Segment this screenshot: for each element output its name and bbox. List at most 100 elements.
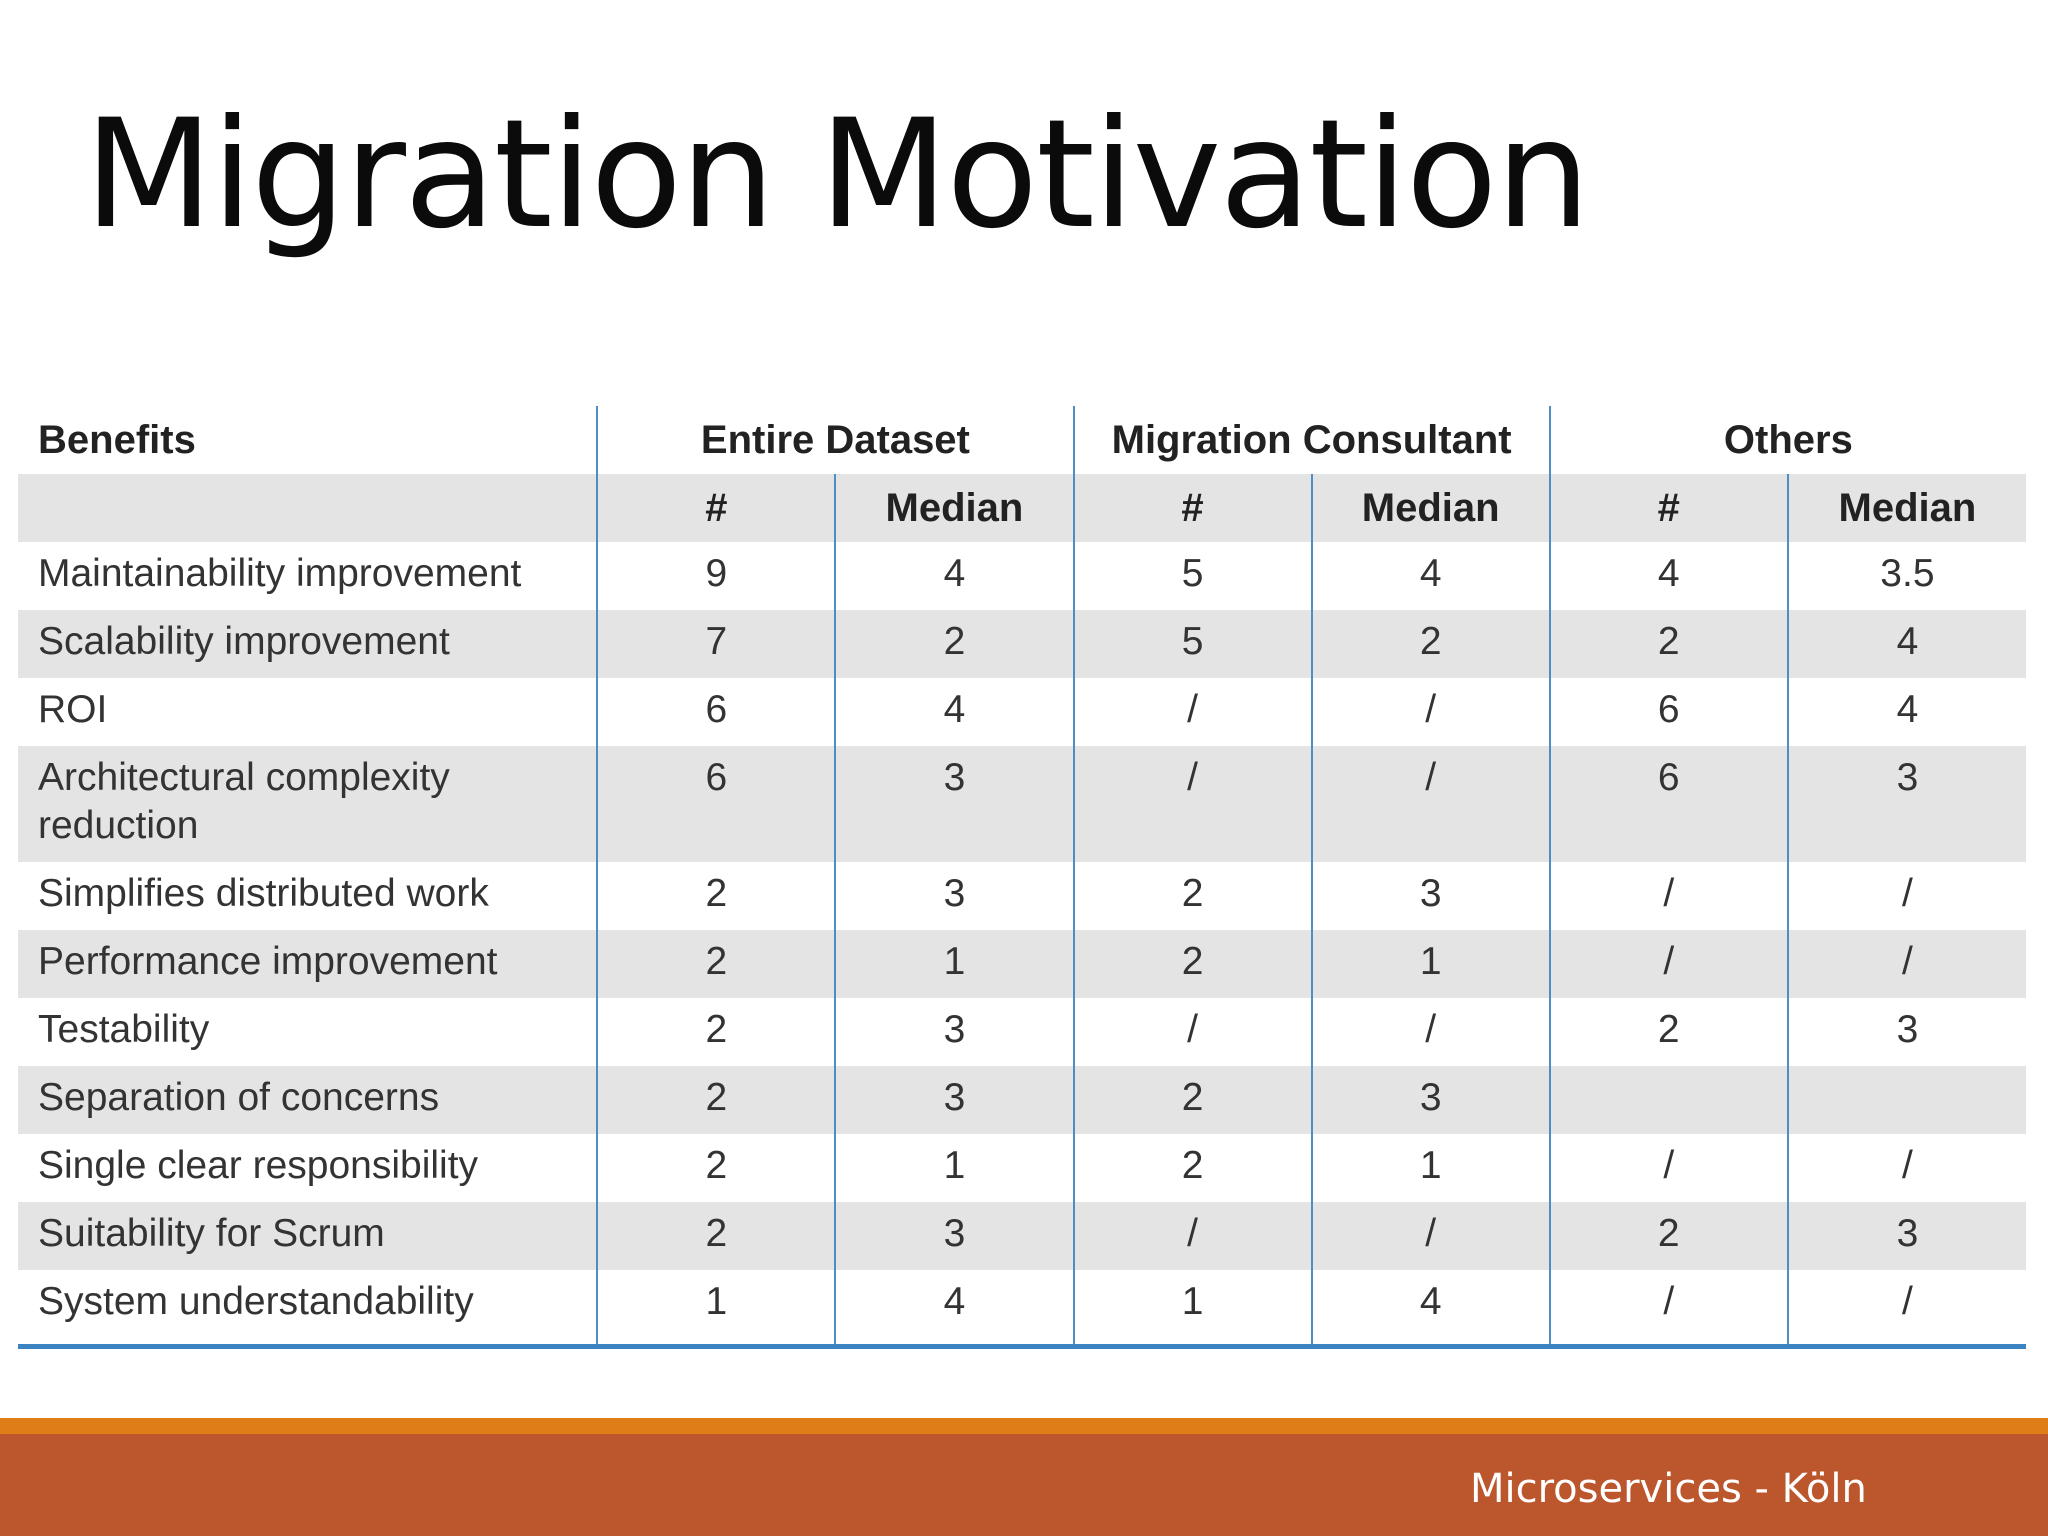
value-cell: 4 [1310,1270,1550,1349]
value-cell: 2 [596,1202,836,1270]
value-cell: 4 [834,1270,1074,1349]
value-cell: 2 [596,1134,836,1202]
value-cell: 7 [596,610,836,678]
value-cell: 2 [1548,610,1788,678]
value-cell: 4 [1548,542,1788,610]
value-cell: / [1072,678,1312,746]
value-cell: 4 [834,678,1074,746]
benefit-cell: Performance improvement [18,930,598,998]
value-cell: 3 [834,998,1074,1066]
value-cell: 2 [596,862,836,930]
table-row: Single clear responsibility 2 1 2 1 / / [18,1134,2026,1202]
footer-bar [0,1434,2048,1536]
value-cell: / [1310,1202,1550,1270]
value-cell: / [1548,1134,1788,1202]
value-cell: 3 [1310,862,1550,930]
benefit-cell: Separation of concerns [18,1066,598,1134]
footer-text: Microservices - Köln [1470,1466,1867,1512]
benefit-cell: Single clear responsibility [38,1144,479,1187]
value-cell: 2 [1310,610,1550,678]
value-cell: / [1548,930,1788,998]
value-cell: / [1548,1270,1788,1349]
value-cell: 6 [1548,746,1788,862]
value-cell: 2 [834,610,1074,678]
table-group-header-row: Benefits Entire Dataset Migration Consul… [18,406,2026,474]
header-entire-dataset: Entire Dataset [596,406,1074,474]
header-migration-consultant: Migration Consultant [1072,406,1550,474]
value-cell: 4 [1786,610,2026,678]
slide-title: Migration Motivation [84,88,1591,262]
benefit-cell: Maintainability improvement [38,552,522,595]
value-cell: 2 [1072,1134,1312,1202]
table-row: ROI 6 4 / / 6 4 [18,678,2026,746]
value-cell: 5 [1072,610,1312,678]
value-cell: 1 [1310,930,1550,998]
value-cell [1786,1066,2026,1134]
value-cell: 1 [1310,1134,1550,1202]
benefits-table: Benefits Entire Dataset Migration Consul… [18,406,2026,1349]
value-cell: 1 [834,930,1074,998]
subheader-others-count: # [1548,474,1788,542]
table-row: Performance improvement 2 1 2 1 / / [18,930,2026,998]
value-cell: 3 [834,1066,1074,1134]
benefit-cell: Suitability for Scrum [18,1202,598,1270]
value-cell: / [1786,862,2026,930]
table-row: Architectural complexity reduction 6 3 /… [18,746,2026,862]
subheader-others-median: Median [1786,474,2026,542]
table-row: Simplifies distributed work 2 3 2 3 / / [18,862,2026,930]
value-cell: 3 [1786,746,2026,862]
value-cell: 4 [1310,542,1550,610]
value-cell: 3 [834,862,1074,930]
value-cell: 2 [596,1066,836,1134]
value-cell: 2 [1072,930,1312,998]
value-cell: 5 [1072,542,1312,610]
table-row: Maintainability improvement 9 4 5 4 4 3.… [18,542,2026,610]
value-cell: / [1310,678,1550,746]
value-cell: 1 [1072,1270,1312,1349]
value-cell: 6 [596,678,836,746]
value-cell: / [1786,1134,2026,1202]
value-cell: 2 [1072,1066,1312,1134]
table-row: Scalability improvement 7 2 5 2 2 4 [18,610,2026,678]
subheader-consultant-median: Median [1310,474,1550,542]
value-cell: 2 [1548,1202,1788,1270]
value-cell: 2 [1548,998,1788,1066]
value-cell: / [1072,746,1312,862]
value-cell: 4 [1786,678,2026,746]
benefit-cell: Scalability improvement [18,610,598,678]
value-cell: 3 [1786,998,2026,1066]
subheader-consultant-count: # [1072,474,1312,542]
value-cell: 1 [834,1134,1074,1202]
benefit-cell: Architectural complexity reduction [18,746,598,862]
value-cell: / [1548,862,1788,930]
value-cell: 2 [596,930,836,998]
value-cell: 9 [596,542,836,610]
subheader-empty [18,474,598,542]
table-row: System understandability 1 4 1 4 / / [18,1270,2026,1349]
benefit-cell: System understandability [18,1270,598,1349]
benefit-cell: Simplifies distributed work [38,872,489,915]
subheader-entire-median: Median [834,474,1074,542]
value-cell: / [1786,930,2026,998]
value-cell: 6 [596,746,836,862]
value-cell: / [1786,1270,2026,1349]
value-cell: / [1072,998,1312,1066]
value-cell: 6 [1548,678,1788,746]
benefit-cell: ROI [38,688,108,731]
table-subheader-row: # Median # Median # Median [18,474,2026,542]
value-cell: 3.5 [1786,542,2026,610]
table-row: Separation of concerns 2 3 2 3 [18,1066,2026,1134]
header-others: Others [1548,406,2026,474]
value-cell [1548,1066,1788,1134]
benefit-cell: Testability [38,1008,210,1051]
value-cell: 3 [1786,1202,2026,1270]
value-cell: 3 [1310,1066,1550,1134]
value-cell: 3 [834,1202,1074,1270]
value-cell: 4 [834,542,1074,610]
value-cell: / [1072,1202,1312,1270]
value-cell: 2 [1072,862,1312,930]
value-cell: 2 [596,998,836,1066]
footer-accent-line [0,1418,2048,1434]
table-row: Testability 2 3 / / 2 3 [18,998,2026,1066]
value-cell: 1 [596,1270,836,1349]
